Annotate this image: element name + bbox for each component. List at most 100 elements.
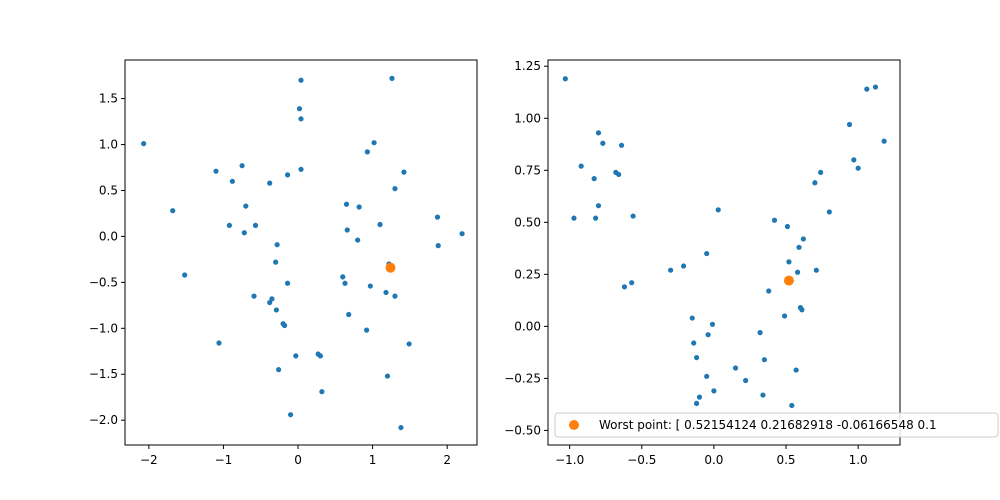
x-tick-label: 2 (443, 453, 451, 467)
x-tick-label: −1 (215, 453, 233, 467)
data-point (668, 267, 674, 273)
data-point (389, 75, 395, 81)
data-point (743, 377, 749, 384)
data-point (881, 138, 887, 144)
y-tick-label: −0.50 (504, 423, 541, 437)
data-point (864, 86, 870, 92)
subplot-2: −1.0 −0.5 0.0 0.5 1.0 −0.50 −0.25 0.00 0.25 0.50 0… (504, 59, 999, 467)
data-point (595, 203, 602, 209)
x-tick-label: 0 (294, 453, 302, 467)
data-point (340, 274, 346, 280)
data-point (252, 222, 259, 228)
data-point (298, 116, 304, 122)
data-point (213, 168, 219, 174)
data-point (377, 221, 383, 228)
y-tick-label: −0.5 (89, 275, 118, 289)
data-point (578, 163, 584, 169)
data-point (459, 231, 465, 237)
data-point (364, 327, 370, 333)
data-point (226, 222, 233, 228)
data-point (392, 186, 398, 192)
data-point (813, 267, 819, 273)
data-point (239, 163, 245, 169)
data-point (296, 106, 303, 112)
data-point (182, 272, 188, 278)
data-point (616, 171, 622, 178)
data-point (364, 149, 370, 155)
highlight-point (783, 275, 794, 286)
data-point (571, 215, 577, 221)
data-point (243, 203, 249, 209)
data-point (691, 340, 697, 346)
x-tick-label: 0.0 (704, 453, 723, 467)
data-point (789, 402, 795, 409)
data-point (794, 269, 801, 275)
data-point (343, 201, 350, 207)
data-point (298, 77, 304, 83)
data-point (846, 121, 853, 128)
y-tick-label: 0.75 (514, 163, 541, 177)
data-point (435, 243, 441, 249)
data-point (298, 166, 304, 172)
data-point (273, 259, 279, 265)
data-point (383, 289, 389, 296)
data-point (562, 76, 568, 82)
data-point (689, 315, 695, 321)
x-tick-label: 1 (369, 453, 377, 467)
data-point (287, 412, 294, 418)
data-point (406, 341, 412, 347)
data-point (704, 250, 710, 257)
y-tick-label: 0.5 (99, 183, 118, 197)
data-point (267, 180, 273, 186)
data-point (766, 288, 772, 294)
y-tick-label: 0.50 (514, 215, 541, 229)
data-point (355, 237, 361, 243)
legend: Worst point: [ 0.52154124 0.21682918 -0.… (554, 412, 999, 438)
data-point (281, 322, 288, 329)
data-point (630, 213, 636, 219)
y-tick-label: 1.5 (99, 92, 118, 106)
x-tick-label: 0.5 (776, 453, 795, 467)
data-point (771, 217, 778, 223)
data-point (715, 207, 721, 213)
data-point (273, 307, 279, 313)
axes-frame (547, 59, 901, 446)
data-point (293, 353, 299, 359)
y-tick-label: 0.25 (514, 267, 541, 281)
data-point (757, 330, 763, 336)
data-point (711, 388, 717, 394)
legend-marker (569, 420, 579, 430)
data-point (761, 357, 767, 363)
y-tick-label: 1.0 (99, 138, 118, 152)
data-point (621, 284, 628, 290)
y-tick-label: 1.00 (514, 111, 541, 125)
x-tick-label: −2 (140, 453, 158, 467)
data-point (317, 353, 323, 359)
data-point (229, 178, 235, 184)
data-point (709, 321, 716, 327)
data-point (732, 365, 739, 371)
data-point (401, 169, 407, 175)
data-point (344, 227, 350, 233)
data-point (170, 208, 176, 214)
data-point (681, 263, 687, 269)
data-point (269, 296, 275, 302)
x-tick-label: 1.0 (849, 453, 868, 467)
axes-frame (124, 59, 478, 446)
data-point (705, 332, 711, 338)
legend-label: Worst point: [ 0.52154124 0.21682918 -0.… (599, 418, 937, 432)
data-point (799, 307, 805, 313)
data-point (216, 340, 222, 346)
subplot-1: −2 −1 0 1 2 −2.0 −1.5 −1.0 −0.5 0.0 0.5 1.0 1.5 (89, 59, 478, 467)
data-point (826, 209, 832, 215)
x-tick-label: −1.0 (555, 453, 584, 467)
data-point (796, 244, 802, 250)
y-tick-label: −1.0 (89, 321, 118, 335)
data-point (781, 313, 788, 319)
data-point (595, 130, 602, 136)
data-point (629, 280, 635, 286)
y-tick-label: −1.5 (89, 367, 118, 381)
x-tick-label: −0.5 (627, 453, 656, 467)
data-point (696, 394, 703, 400)
y-tick-label: −0.25 (504, 371, 541, 385)
